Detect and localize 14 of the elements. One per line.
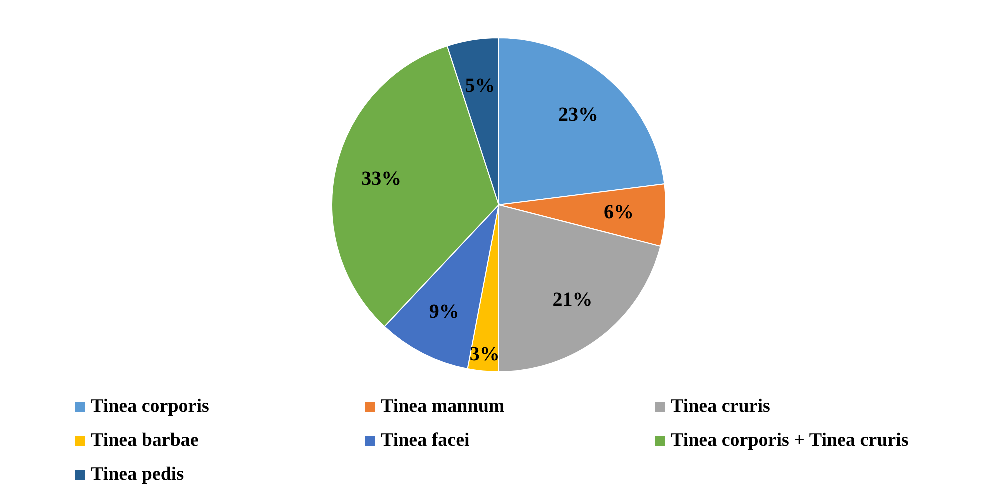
data-label: 33% <box>362 168 402 190</box>
legend-label: Tinea pedis <box>91 464 184 486</box>
data-label: 9% <box>429 301 460 324</box>
legend-label: Tinea facei <box>381 430 470 452</box>
legend-label: Tinea barbae <box>91 430 199 452</box>
legend-label: Tinea corporis <box>91 396 210 418</box>
data-label: 21% <box>552 289 593 312</box>
data-label: 3% <box>470 344 500 366</box>
legend-label: Tinea cruris <box>671 396 770 418</box>
data-label: 5% <box>465 75 496 98</box>
legend-label: Tinea corporis + Tinea cruris <box>671 430 909 452</box>
data-label: 6% <box>604 202 634 224</box>
legend-label: Tinea mannum <box>381 396 505 418</box>
data-label: 23% <box>558 104 599 126</box>
